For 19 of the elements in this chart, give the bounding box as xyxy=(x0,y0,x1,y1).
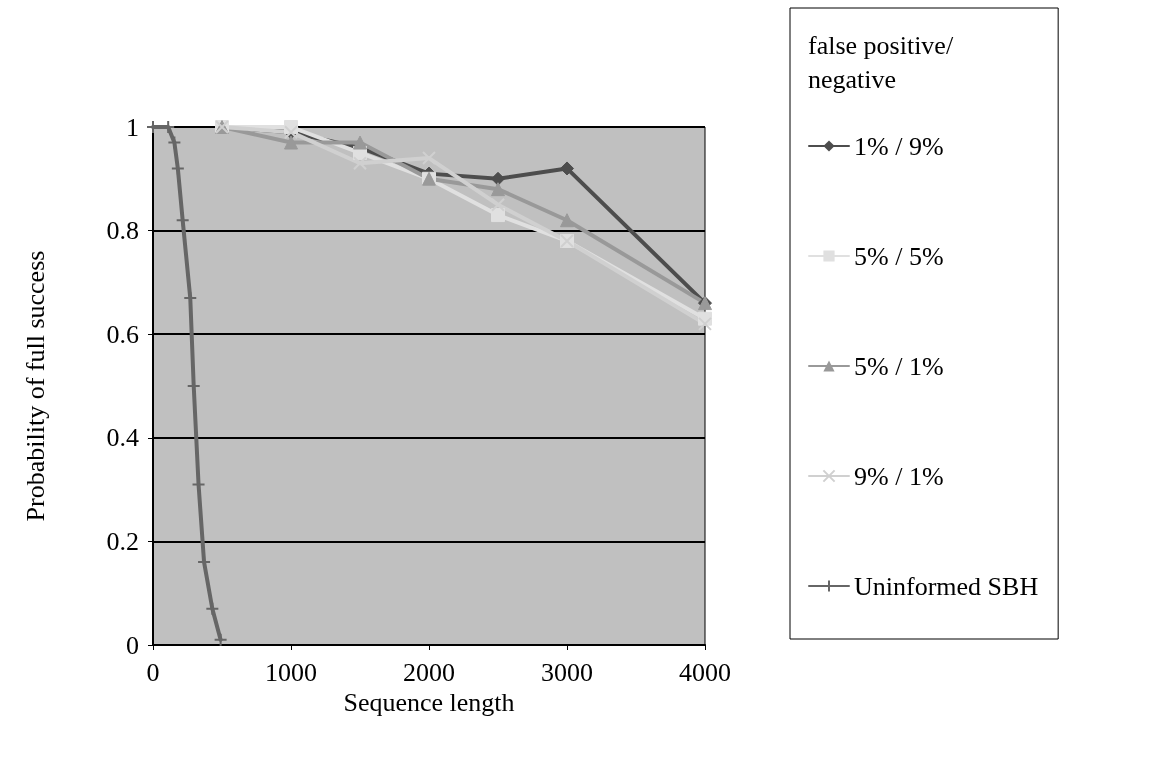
x-axis-title: Sequence length xyxy=(343,688,515,718)
x-tick-label: 4000 xyxy=(679,657,731,687)
x-tick-label: 2000 xyxy=(403,657,455,687)
y-tick-label: 0.2 xyxy=(106,526,139,556)
y-tick-label: 0.4 xyxy=(106,423,139,453)
y-tick-label: 0.8 xyxy=(106,216,139,246)
legend-label: 9% / 1% xyxy=(854,461,944,491)
y-axis-title: Probability of full success xyxy=(20,250,50,522)
legend-title: false positive/negative xyxy=(808,30,954,94)
x-tick-label: 0 xyxy=(146,657,160,687)
y-tick-label: 0.6 xyxy=(106,319,139,349)
legend-label: 5% / 1% xyxy=(854,351,944,381)
x-tick-label: 1000 xyxy=(265,657,317,687)
y-tick-label: 1 xyxy=(126,112,139,142)
legend-label: Uninformed SBH xyxy=(854,571,1039,601)
legend-label: 1% / 9% xyxy=(854,131,944,161)
legend-label: 5% / 5% xyxy=(854,241,944,271)
x-tick-label: 3000 xyxy=(541,657,593,687)
y-tick-label: 0 xyxy=(126,630,139,660)
